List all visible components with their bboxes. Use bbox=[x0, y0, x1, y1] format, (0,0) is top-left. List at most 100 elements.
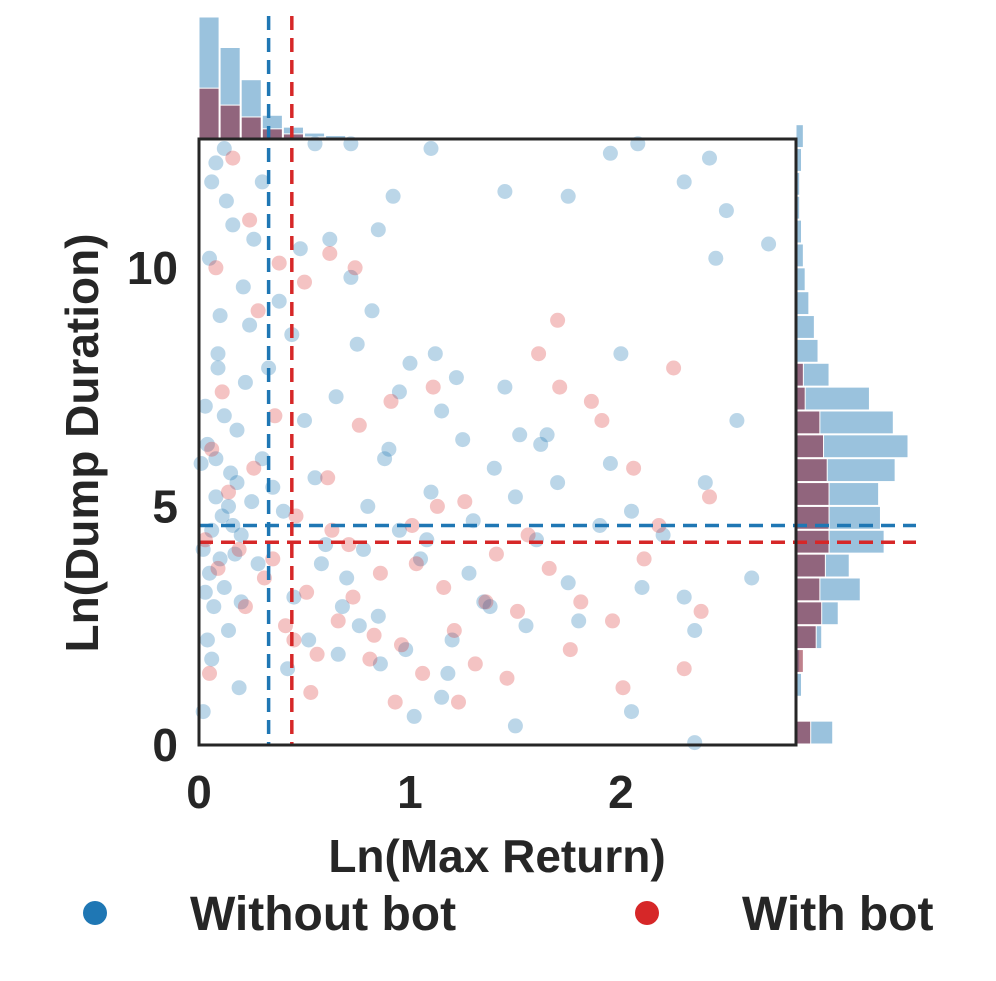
point-without-bot bbox=[339, 570, 355, 586]
point-without-bot bbox=[676, 589, 692, 605]
point-with-bot bbox=[626, 460, 642, 476]
point-with-bot bbox=[366, 627, 382, 643]
point-without-bot bbox=[225, 217, 241, 233]
top-hist-bar-with-bot bbox=[219, 104, 241, 140]
point-without-bot bbox=[231, 680, 247, 696]
point-without-bot bbox=[250, 556, 266, 572]
point-with-bot bbox=[267, 408, 283, 424]
point-with-bot bbox=[446, 623, 462, 638]
point-with-bot bbox=[615, 680, 631, 696]
point-without-bot bbox=[444, 632, 460, 648]
point-without-bot bbox=[313, 556, 329, 572]
point-without-bot bbox=[391, 384, 407, 400]
legend: Without bot With bot bbox=[83, 888, 934, 941]
point-without-bot bbox=[434, 689, 450, 705]
point-with-bot bbox=[550, 312, 566, 328]
point-without-bot bbox=[476, 594, 492, 610]
point-without-bot bbox=[486, 460, 502, 476]
point-without-bot bbox=[199, 632, 215, 648]
point-with-bot bbox=[520, 527, 536, 543]
point-without-bot bbox=[244, 494, 260, 510]
point-with-bot bbox=[299, 584, 315, 600]
point-without-bot bbox=[687, 735, 703, 751]
point-with-bot bbox=[214, 384, 230, 400]
point-with-bot bbox=[467, 656, 483, 672]
point-without-bot bbox=[697, 475, 713, 491]
right-marginal-histogram bbox=[795, 124, 909, 745]
point-with-bot bbox=[499, 670, 515, 686]
point-without-bot bbox=[212, 551, 228, 567]
point-with-bot bbox=[202, 665, 217, 681]
point-with-bot bbox=[237, 599, 253, 615]
right-hist-bar-with-bot bbox=[795, 482, 830, 506]
legend-marker-without-bot bbox=[83, 901, 107, 925]
point-without-bot bbox=[377, 451, 393, 467]
point-with-bot bbox=[636, 551, 652, 567]
point-without-bot bbox=[518, 618, 534, 634]
point-with-bot bbox=[429, 498, 445, 514]
right-hist-bar-with-bot bbox=[795, 601, 823, 626]
right-hist-bar-with-bot bbox=[795, 720, 812, 745]
y-tick-label: 5 bbox=[152, 480, 178, 532]
legend-label-with-bot: With bot bbox=[742, 888, 934, 941]
point-with-bot bbox=[383, 393, 399, 409]
point-without-bot bbox=[318, 537, 334, 553]
point-without-bot bbox=[204, 174, 220, 190]
point-without-bot bbox=[370, 608, 386, 624]
point-without-bot bbox=[729, 413, 745, 428]
y-tick-label: 0 bbox=[152, 719, 178, 771]
point-without-bot bbox=[560, 575, 576, 591]
point-without-bot bbox=[216, 580, 232, 595]
point-with-bot bbox=[372, 565, 388, 581]
point-without-bot bbox=[364, 303, 380, 319]
point-with-bot bbox=[345, 589, 361, 605]
point-without-bot bbox=[204, 651, 220, 667]
point-with-bot bbox=[693, 603, 709, 619]
point-without-bot bbox=[197, 398, 213, 414]
point-without-bot bbox=[229, 475, 245, 491]
point-without-bot bbox=[199, 436, 215, 452]
point-without-bot bbox=[624, 503, 639, 519]
right-hist-bar-without-bot bbox=[795, 386, 870, 411]
right-hist-bar-with-bot bbox=[795, 434, 825, 459]
right-hist-bar-with-bot bbox=[795, 410, 821, 435]
point-without-bot bbox=[533, 436, 549, 452]
point-with-bot bbox=[573, 594, 589, 610]
point-without-bot bbox=[507, 718, 523, 734]
point-without-bot bbox=[385, 188, 401, 204]
point-without-bot bbox=[497, 184, 513, 199]
point-without-bot bbox=[550, 475, 566, 491]
point-without-bot bbox=[613, 346, 629, 362]
point-without-bot bbox=[448, 370, 464, 386]
y-axis-label: Ln(Dump Duration) bbox=[56, 233, 108, 652]
point-without-bot bbox=[461, 565, 477, 581]
point-with-bot bbox=[552, 379, 568, 395]
point-with-bot bbox=[351, 417, 367, 433]
point-with-bot bbox=[541, 560, 557, 576]
point-without-bot bbox=[744, 570, 760, 586]
top-hist-bar-with-bot bbox=[240, 116, 262, 140]
point-without-bot bbox=[301, 632, 317, 648]
point-with-bot bbox=[510, 603, 525, 619]
point-with-bot bbox=[225, 150, 241, 166]
point-with-bot bbox=[394, 637, 409, 653]
top-hist-bar-with-bot bbox=[261, 128, 283, 140]
point-without-bot bbox=[297, 413, 312, 428]
point-with-bot bbox=[451, 694, 466, 710]
point-without-bot bbox=[512, 427, 528, 443]
point-with-bot bbox=[478, 594, 494, 610]
point-with-bot bbox=[271, 255, 287, 271]
point-without-bot bbox=[427, 346, 443, 362]
point-without-bot bbox=[602, 456, 618, 471]
point-without-bot bbox=[214, 508, 230, 524]
point-without-bot bbox=[210, 360, 226, 376]
point-with-bot bbox=[425, 379, 441, 395]
point-without-bot bbox=[193, 456, 209, 471]
point-without-bot bbox=[254, 451, 270, 467]
point-without-bot bbox=[419, 532, 435, 548]
point-without-bot bbox=[349, 336, 365, 352]
point-with-bot bbox=[231, 541, 247, 557]
point-with-bot bbox=[562, 642, 578, 658]
legend-marker-with-bot bbox=[635, 901, 659, 925]
